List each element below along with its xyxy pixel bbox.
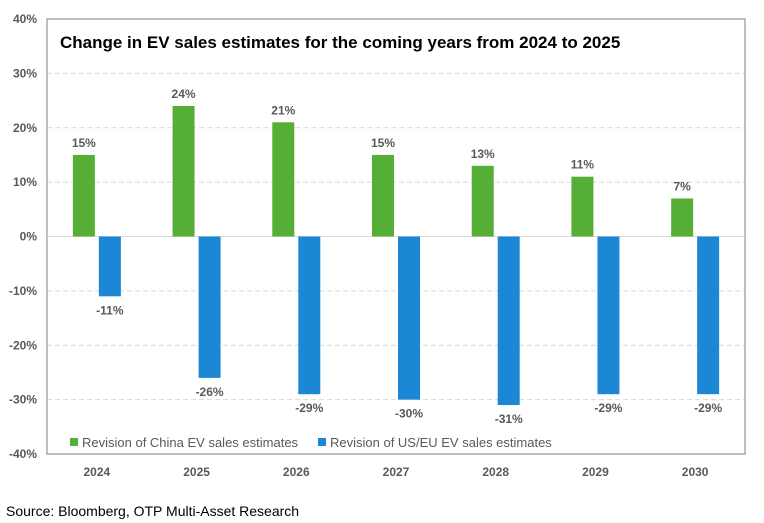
data-label: -29% xyxy=(594,401,622,415)
x-tick-label: 2026 xyxy=(283,465,310,479)
data-label: -26% xyxy=(196,385,224,399)
bar-us-eu xyxy=(697,236,720,395)
y-tick-label: -30% xyxy=(9,393,37,407)
data-label: -29% xyxy=(694,401,722,415)
bar-china xyxy=(172,106,195,237)
x-tick-label: 2028 xyxy=(482,465,509,479)
data-label: 24% xyxy=(172,87,196,101)
x-tick-label: 2025 xyxy=(183,465,210,479)
bar-china xyxy=(671,198,694,237)
x-tick-label: 2027 xyxy=(383,465,410,479)
bar-china xyxy=(72,154,95,237)
legend-swatch xyxy=(70,438,78,446)
bar-us-eu xyxy=(398,236,420,400)
bar-us-eu xyxy=(298,236,321,395)
data-label: -30% xyxy=(395,407,423,421)
bar-us-eu xyxy=(497,236,520,406)
bar-us-eu xyxy=(597,236,620,395)
y-tick-label: 30% xyxy=(13,66,37,80)
bar-china xyxy=(571,176,594,237)
data-label: 7% xyxy=(673,179,691,193)
y-tick-label: 20% xyxy=(13,121,37,135)
data-label: 15% xyxy=(72,136,96,150)
data-label: 13% xyxy=(471,147,495,161)
bar-china xyxy=(372,154,394,237)
data-label: 11% xyxy=(571,158,595,172)
legend-label: Revision of China EV sales estimates xyxy=(82,435,299,450)
data-label: 15% xyxy=(371,136,395,150)
y-tick-label: 10% xyxy=(13,175,37,189)
y-tick-label: -40% xyxy=(9,447,37,461)
x-tick-label: 2024 xyxy=(84,465,111,479)
y-tick-label: 40% xyxy=(13,12,37,26)
data-label: -11% xyxy=(96,303,124,317)
y-tick-label: 0% xyxy=(20,230,38,244)
y-tick-label: -10% xyxy=(9,284,37,298)
data-label: -29% xyxy=(295,401,323,415)
chart-title: Change in EV sales estimates for the com… xyxy=(60,33,620,52)
legend-swatch xyxy=(318,438,326,446)
data-label: 21% xyxy=(271,103,295,117)
bar-china xyxy=(272,122,295,237)
x-tick-label: 2029 xyxy=(582,465,609,479)
source-note: Source: Bloomberg, OTP Multi-Asset Resea… xyxy=(6,503,299,519)
bar-us-eu xyxy=(98,236,121,297)
legend-label: Revision of US/EU EV sales estimates xyxy=(330,435,552,450)
bar-us-eu xyxy=(198,236,221,378)
x-tick-label: 2030 xyxy=(682,465,709,479)
data-label: -31% xyxy=(495,412,523,426)
y-tick-label: -20% xyxy=(9,338,37,352)
bar-china xyxy=(471,165,494,237)
